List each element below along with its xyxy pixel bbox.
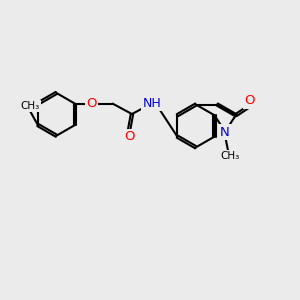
Text: NH: NH — [142, 97, 161, 110]
Text: O: O — [87, 97, 97, 110]
Text: CH₃: CH₃ — [21, 101, 40, 111]
Text: N: N — [220, 126, 230, 139]
Text: O: O — [244, 94, 255, 107]
Text: O: O — [124, 130, 134, 143]
Text: CH₃: CH₃ — [220, 151, 239, 161]
